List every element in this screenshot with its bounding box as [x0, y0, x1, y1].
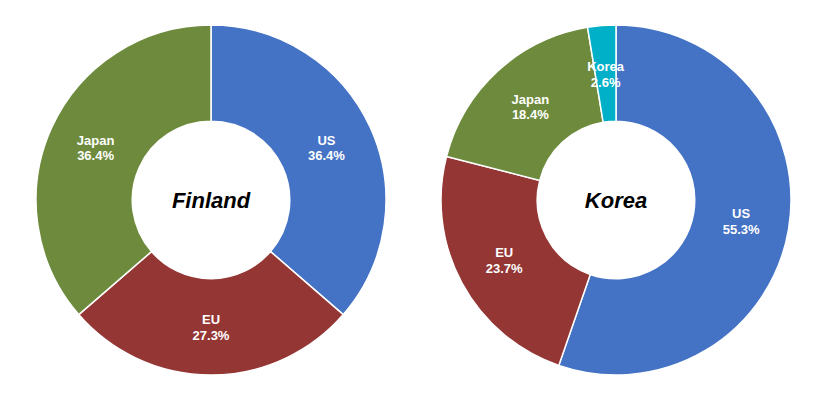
svg-text:Finland: Finland [172, 188, 251, 213]
svg-text:Japan36.4%: Japan36.4% [77, 133, 115, 164]
svg-text:EU23.7%: EU23.7% [486, 245, 523, 276]
svg-text:Korea2.6%: Korea2.6% [587, 59, 625, 90]
svg-text:Japan18.4%: Japan18.4% [512, 92, 550, 123]
svg-text:US36.4%: US36.4% [308, 133, 345, 164]
svg-text:EU27.3%: EU27.3% [192, 312, 229, 343]
svg-text:US55.3%: US55.3% [723, 206, 760, 237]
svg-text:Korea: Korea [585, 188, 647, 213]
